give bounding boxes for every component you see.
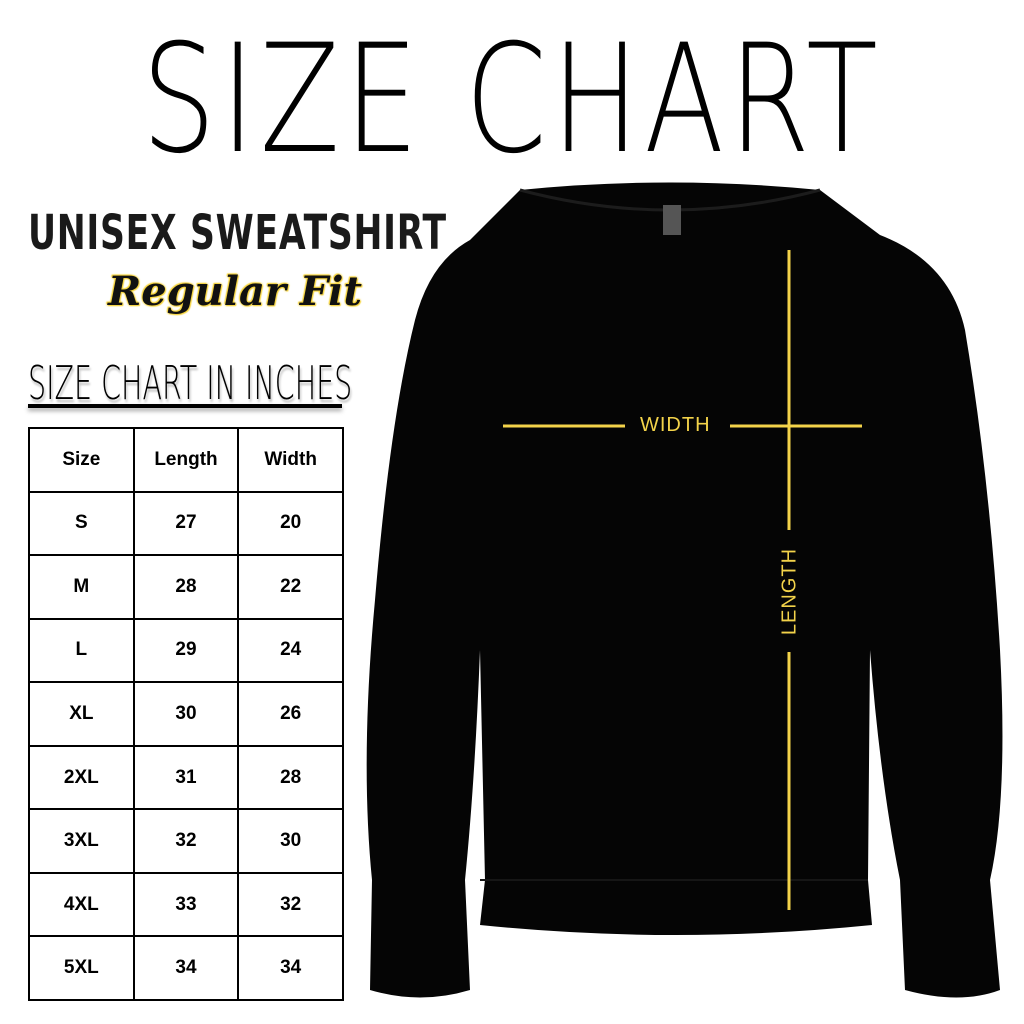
product-name: UNISEX SWEATSHIRT — [28, 205, 447, 261]
size-cell: 2XL — [28, 744, 135, 811]
table-row: 2XL 31 28 — [28, 744, 344, 811]
width-cell: 30 — [237, 808, 344, 874]
header-cell: Size — [28, 427, 135, 493]
sweatshirt-silhouette — [366, 182, 1003, 998]
divider — [28, 404, 342, 408]
table-header-row: Size Length Width — [28, 427, 344, 493]
tag-icon — [663, 205, 681, 235]
width-cell: 24 — [237, 617, 344, 684]
width-cell: 22 — [237, 554, 344, 620]
table-row: XL 30 26 — [28, 681, 344, 747]
size-cell: L — [28, 617, 135, 684]
width-cell: 32 — [237, 871, 344, 938]
length-cell: 31 — [132, 744, 240, 811]
fit-label: Regular Fit — [108, 268, 362, 315]
length-cell: 33 — [132, 871, 240, 938]
length-cell: 27 — [132, 490, 240, 557]
table-title: SIZE CHART IN INCHES — [28, 356, 353, 410]
table-row: M 28 22 — [28, 554, 344, 620]
width-cell: 28 — [237, 744, 344, 811]
width-label: WIDTH — [640, 414, 711, 436]
table-row: L 29 24 — [28, 617, 344, 684]
table-row: S 27 20 — [28, 490, 344, 557]
page-title: SIZE CHART — [141, 13, 883, 187]
table-row: 3XL 32 30 — [28, 808, 344, 874]
length-label: LENGTH — [778, 547, 801, 636]
length-cell: 28 — [132, 554, 240, 620]
size-cell: XL — [28, 681, 135, 747]
header-cell: Width — [237, 427, 344, 493]
table-row: 5XL 34 34 — [28, 935, 344, 1001]
width-cell: 34 — [237, 935, 344, 1001]
size-cell: M — [28, 554, 135, 620]
length-cell: 34 — [132, 935, 240, 1001]
length-cell: 32 — [132, 808, 240, 874]
size-table: Size Length Width S 27 20 M 28 22 L 29 24 XL 30 26 2… — [28, 427, 344, 1001]
length-cell: 30 — [132, 681, 240, 747]
width-cell: 26 — [237, 681, 344, 747]
size-cell: S — [28, 490, 135, 557]
header-cell: Length — [132, 427, 240, 493]
size-cell: 5XL — [28, 935, 135, 1001]
width-cell: 20 — [237, 490, 344, 557]
length-cell: 29 — [132, 617, 240, 684]
size-cell: 4XL — [28, 871, 135, 938]
table-row: 4XL 33 32 — [28, 871, 344, 938]
size-cell: 3XL — [28, 808, 135, 874]
